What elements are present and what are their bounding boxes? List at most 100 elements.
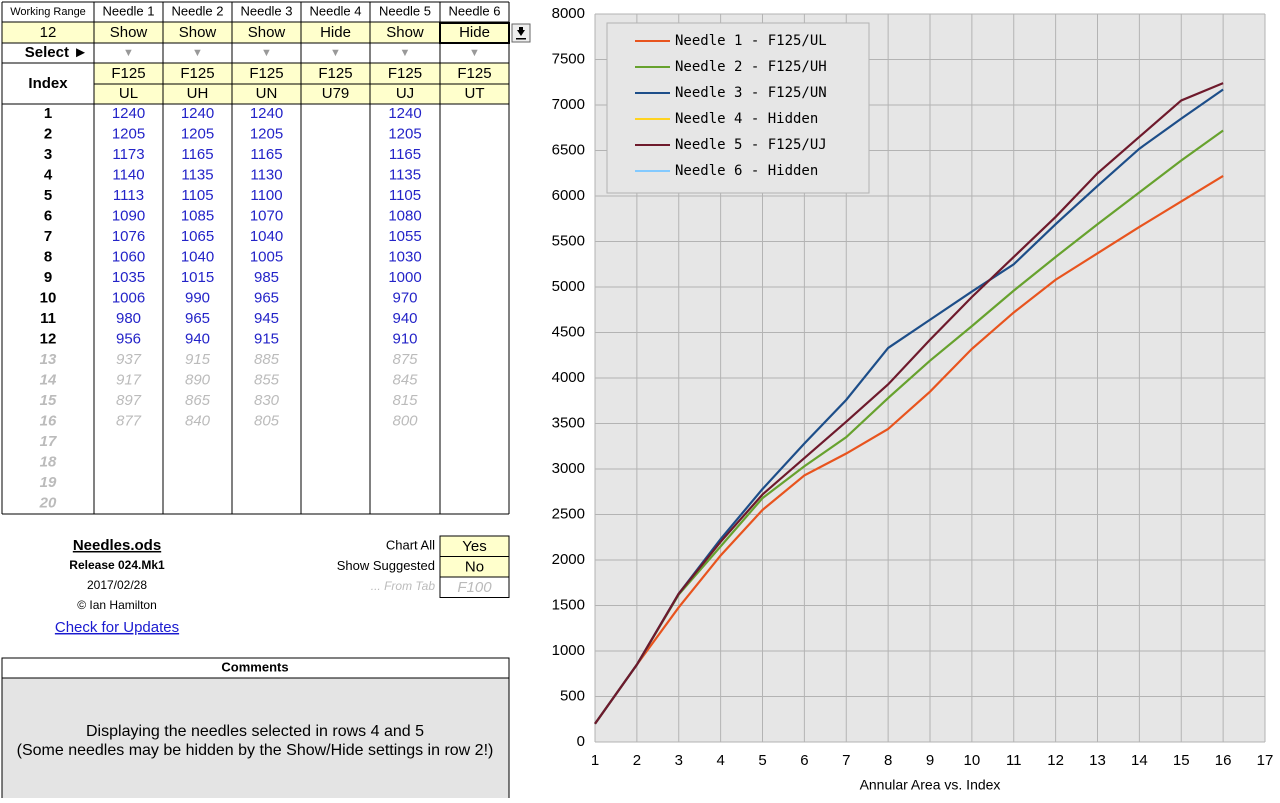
- x-tick-label: 5: [758, 752, 766, 769]
- dropdown-arrow: ▼: [192, 47, 203, 59]
- needle-value: 940: [392, 310, 417, 327]
- date: 2017/02/28: [87, 578, 147, 592]
- row-index: 13: [40, 351, 57, 368]
- needle-value: 1135: [389, 167, 421, 184]
- needle-code: UH: [187, 85, 209, 102]
- needle-value: 1205: [250, 126, 283, 143]
- author: © Ian Hamilton: [77, 598, 157, 612]
- x-tick-label: 16: [1215, 752, 1232, 769]
- column-header: Needle 1: [102, 3, 154, 18]
- needle-value: 945: [254, 310, 279, 327]
- column-header: Needle 2: [171, 3, 223, 18]
- visibility-cell: 12: [40, 24, 57, 41]
- visibility-cell: Hide: [320, 24, 351, 41]
- needle-type: F125: [180, 65, 214, 82]
- comments-title: Comments: [221, 659, 288, 674]
- needle-value: 1080: [388, 208, 421, 225]
- needle-value: 1076: [112, 228, 145, 245]
- needle-value: 990: [185, 290, 210, 307]
- x-tick-label: 17: [1257, 752, 1274, 769]
- row-index: 10: [40, 290, 57, 307]
- needle-value: 840: [185, 413, 211, 430]
- comment-line: Displaying the needles selected in rows …: [86, 723, 424, 740]
- needle-value: 877: [116, 413, 142, 430]
- needle-type: F125: [249, 65, 283, 82]
- needle-value: 1165: [181, 146, 213, 163]
- needle-value: 1205: [112, 126, 145, 143]
- needle-value: 1240: [388, 105, 421, 122]
- x-tick-label: 14: [1131, 752, 1148, 769]
- dropdown-arrow: ▼: [261, 47, 272, 59]
- y-tick-label: 2500: [552, 505, 585, 522]
- select-label: Select ►: [25, 44, 88, 61]
- row-index: 12: [40, 331, 57, 348]
- needle-code: UT: [465, 85, 485, 102]
- needle-value: 865: [185, 392, 211, 409]
- y-tick-label: 2000: [552, 551, 585, 568]
- needle-value: 1113: [113, 187, 144, 204]
- visibility-cell: Show: [248, 24, 286, 41]
- row-index: 5: [44, 187, 52, 204]
- needle-value: 800: [392, 413, 418, 430]
- needle-code: UN: [256, 85, 278, 102]
- column-header: Needle 3: [240, 3, 292, 18]
- needle-value: 1090: [112, 208, 145, 225]
- column-header: Needle 6: [448, 3, 500, 18]
- column-header: Working Range: [10, 6, 86, 18]
- needle-value: 1240: [250, 105, 283, 122]
- x-tick-label: 7: [842, 752, 850, 769]
- yellow-cells: [2, 22, 509, 43]
- y-tick-label: 5500: [552, 232, 585, 249]
- row-index: 3: [44, 146, 52, 163]
- needle-value: 1240: [112, 105, 145, 122]
- setting-value: Yes: [462, 538, 486, 555]
- x-tick-label: 13: [1089, 752, 1106, 769]
- row-index: 11: [40, 310, 56, 327]
- comment-line: (Some needles may be hidden by the Show/…: [17, 742, 494, 759]
- update-link[interactable]: Check for Updates: [55, 619, 179, 636]
- y-tick-label: 7500: [552, 50, 585, 67]
- needle-value: 1006: [112, 290, 145, 307]
- setting-value: No: [465, 558, 484, 575]
- dropdown-arrow: ▼: [330, 47, 341, 59]
- visibility-cell: Hide: [459, 24, 490, 41]
- needle-value: 937: [116, 351, 142, 368]
- needle-value: 855: [254, 372, 280, 389]
- needle-value: 815: [392, 392, 418, 409]
- setting-label: Chart All: [386, 537, 435, 552]
- needle-value: 1085: [181, 208, 214, 225]
- needle-type: F125: [457, 65, 491, 82]
- row-index: 19: [40, 474, 57, 491]
- release: Release 024.Mk1: [69, 558, 165, 572]
- y-tick-label: 5000: [552, 278, 585, 295]
- needle-value: 1130: [250, 167, 282, 184]
- row-index: 1: [44, 105, 52, 122]
- column-header: Needle 5: [379, 3, 431, 18]
- needle-value: 970: [392, 290, 417, 307]
- needle-value: 980: [116, 310, 141, 327]
- needle-code: UL: [119, 85, 138, 102]
- needle-value: 917: [116, 372, 142, 389]
- needle-value: 845: [392, 372, 418, 389]
- x-tick-label: 15: [1173, 752, 1190, 769]
- x-tick-label: 10: [964, 752, 981, 769]
- needle-value: 965: [254, 290, 279, 307]
- needle-value: 1105: [181, 187, 213, 204]
- row-index: 4: [44, 167, 53, 184]
- y-tick-label: 6500: [552, 141, 585, 158]
- visibility-cell: Show: [179, 24, 217, 41]
- needle-value: 1205: [181, 126, 214, 143]
- needle-value: 1000: [388, 269, 421, 286]
- y-tick-label: 4000: [552, 369, 585, 386]
- row-index: 15: [40, 392, 57, 409]
- needle-value: 805: [254, 413, 280, 430]
- series-line: [594, 82, 1224, 725]
- needle-value: 985: [254, 269, 279, 286]
- y-tick-label: 8000: [552, 5, 585, 22]
- comments-header: [1, 657, 510, 679]
- needle-value: 1035: [112, 269, 145, 286]
- x-tick-label: 2: [633, 752, 641, 769]
- index-label: Index: [28, 75, 68, 92]
- needle-value: 915: [254, 331, 279, 348]
- dropdown-icon: [516, 27, 526, 40]
